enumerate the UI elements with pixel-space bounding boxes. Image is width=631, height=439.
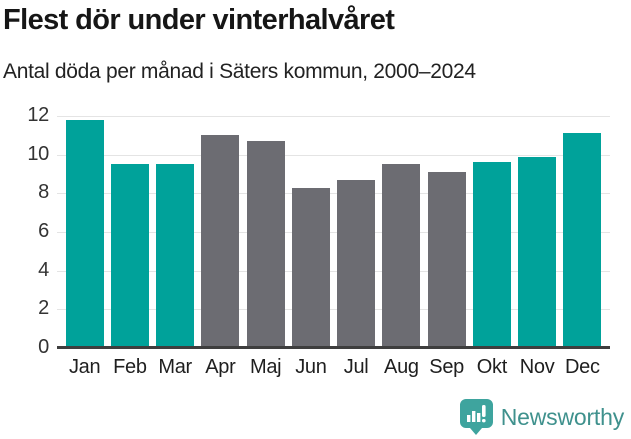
x-tick-label-nov: Nov [519,356,555,378]
x-tick-label-apr: Apr [205,356,236,378]
bar-column-jun [288,116,333,348]
bar-jul [337,179,376,348]
gridline-y4 [57,270,610,272]
x-tick-label-aug: Aug [384,356,419,378]
bar-column-maj [243,116,288,348]
x-tick-label-sep: Sep [429,356,464,378]
x-tick-label-jan: Jan [68,356,101,378]
brand-name: Newsworthy [500,403,624,430]
x-axis-line [57,346,610,349]
y-tick-label-0: 0 [38,336,49,359]
chart-subtitle: Antal döda per månad i Säters kommun, 20… [3,60,476,83]
x-axis-tick-labels: Jan Feb Mar Apr Maj Jun Jul Aug Sep Okt Nov Dec [57,356,610,379]
bar-sep [427,172,466,348]
x-tick-label-feb: Feb [113,356,147,378]
bar-column-feb [107,116,152,348]
plot-area [57,116,610,348]
x-tick-label-dec: Dec [565,356,600,378]
gridline-y12 [57,116,610,117]
bar-feb [110,164,149,348]
bar-apr [201,135,240,348]
bar-jun [291,187,330,348]
x-tick-label-jul: Jul [343,356,369,378]
bar-column-nov [515,116,560,348]
bar-column-jul [334,116,379,348]
bar-mar [156,164,195,348]
bar-column-aug [379,116,424,348]
bar-aug [382,164,421,348]
newsworthy-speech-bubble-barchart-icon [459,399,493,435]
chart-title: Flest dör under vinterhalvåret [3,4,395,36]
y-axis-tick-labels: 0 2 4 6 8 10 12 [0,104,49,358]
bar-okt [472,162,511,348]
y-tick-label-6: 6 [38,220,49,243]
gridline-y6 [57,232,610,233]
bar-jan [65,119,104,348]
y-tick-label-12: 12 [27,104,49,127]
bar-column-mar [153,116,198,348]
bars [57,116,610,348]
bar-column-dec [560,116,605,348]
bar-nov [518,156,557,348]
bar-column-sep [424,116,469,348]
gridline-y2 [57,309,610,311]
y-tick-label-2: 2 [38,297,49,320]
bar-column-jan [62,116,107,348]
y-tick-label-8: 8 [38,181,49,204]
x-tick-label-maj: Maj [249,356,282,378]
gridline-y10 [57,154,610,156]
y-tick-label-10: 10 [27,142,49,165]
bar-maj [246,141,285,348]
bar-dec [563,133,602,348]
x-tick-label-jun: Jun [295,356,327,378]
gridline-y8 [57,193,610,195]
y-tick-label-4: 4 [38,258,49,281]
newsworthy-logo[interactable]: Newsworthy [459,399,624,435]
bar-column-okt [469,116,514,348]
bar-column-apr [198,116,243,348]
x-tick-label-okt: Okt [476,356,508,378]
x-tick-label-mar: Mar [158,356,192,378]
